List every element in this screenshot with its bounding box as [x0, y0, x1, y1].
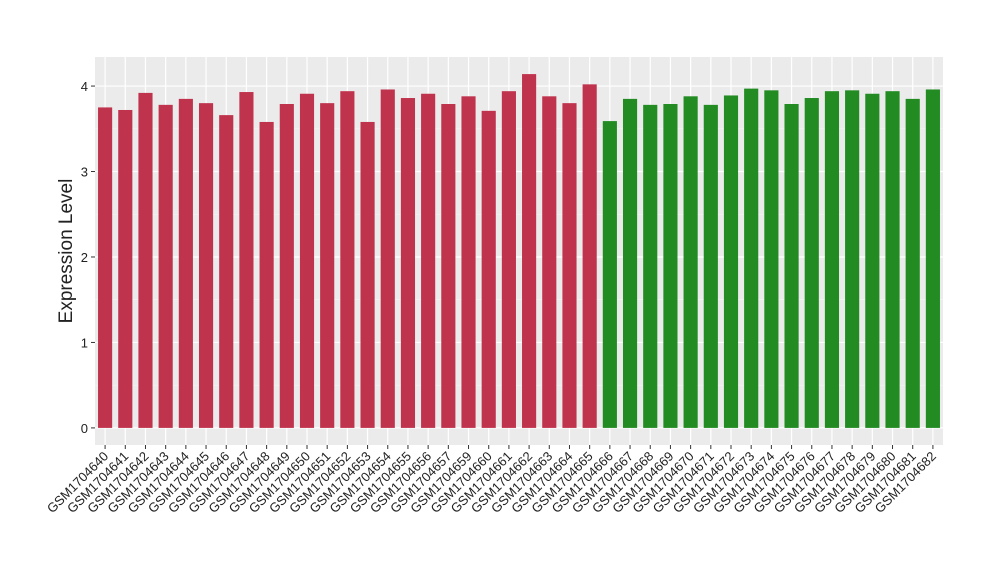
- bar: [744, 88, 759, 428]
- bar: [622, 98, 638, 428]
- bar: [764, 90, 779, 428]
- bar: [380, 89, 395, 428]
- y-tick-label: 4: [81, 79, 88, 94]
- bar: [138, 92, 153, 428]
- bar: [542, 96, 557, 428]
- bar: [219, 115, 234, 428]
- bar: [279, 104, 294, 428]
- bar: [925, 89, 940, 428]
- y-tick-label: 0: [81, 421, 88, 436]
- bar: [299, 93, 315, 428]
- bar: [703, 104, 718, 428]
- bar: [602, 121, 617, 428]
- bar: [461, 96, 476, 428]
- bar: [501, 91, 516, 428]
- y-axis-label: Expression Level: [56, 179, 77, 324]
- bar: [118, 109, 133, 428]
- bar: [905, 98, 920, 428]
- bar: [239, 92, 254, 428]
- bar: [198, 103, 214, 428]
- bar: [98, 107, 113, 428]
- bar: [259, 121, 274, 428]
- bar: [441, 104, 456, 428]
- bar: [400, 98, 416, 428]
- bar: [784, 104, 799, 428]
- y-tick-label: 2: [81, 250, 88, 265]
- y-tick-label: 3: [81, 165, 88, 180]
- bar: [845, 90, 860, 428]
- bar: [340, 91, 355, 428]
- bar: [663, 104, 678, 428]
- bar: [683, 96, 698, 428]
- bar: [421, 93, 436, 428]
- bar: [481, 110, 496, 428]
- bar: [824, 91, 840, 428]
- bar: [360, 121, 375, 428]
- bar: [158, 104, 173, 428]
- bar: [723, 95, 739, 428]
- bar: [178, 98, 193, 428]
- plot-panel: [95, 57, 943, 445]
- bar: [562, 103, 577, 428]
- bar: [885, 91, 900, 428]
- bar: [865, 93, 880, 428]
- bar: [522, 74, 537, 428]
- bar: [804, 98, 819, 428]
- y-tick-label: 1: [81, 335, 88, 350]
- bar: [643, 104, 658, 428]
- bar: [582, 84, 597, 428]
- bar: [320, 103, 335, 428]
